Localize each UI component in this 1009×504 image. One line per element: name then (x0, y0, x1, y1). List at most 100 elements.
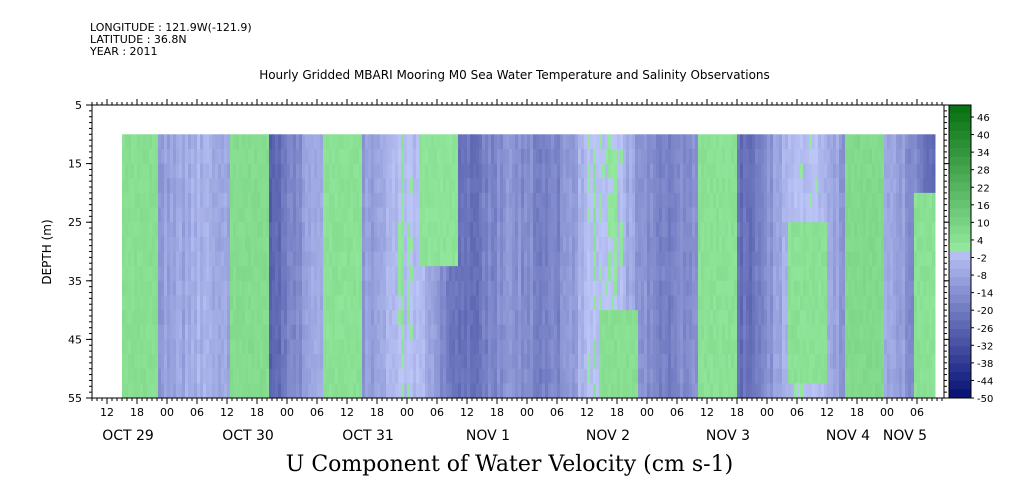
heatmap-cell (761, 383, 765, 399)
heatmap-cell (653, 236, 657, 252)
heatmap-cell (716, 222, 720, 238)
heatmap-cell (608, 310, 612, 326)
heatmap-cell (311, 251, 315, 267)
heatmap-cell (173, 324, 177, 340)
heatmap-cell (470, 163, 474, 179)
heatmap-cell (419, 266, 423, 282)
heatmap-cell (863, 236, 867, 252)
heatmap-cell (548, 178, 552, 194)
heatmap-cell (281, 354, 285, 370)
heatmap-cell (644, 148, 648, 165)
heatmap-cell (338, 354, 342, 370)
heatmap-cell (503, 236, 507, 252)
heatmap-cell (878, 251, 882, 267)
heatmap-cell (173, 148, 177, 165)
heatmap-cell (404, 251, 408, 267)
heatmap-cell (467, 266, 471, 282)
heatmap-cell (152, 266, 156, 282)
heatmap-cell (560, 266, 564, 282)
heatmap-cell (515, 148, 519, 165)
heatmap-cell (830, 148, 834, 165)
heatmap-cell (386, 324, 390, 340)
heatmap-cell (719, 163, 723, 179)
heatmap-cell (563, 368, 567, 384)
heatmap-cell (878, 324, 882, 340)
heatmap-cell (584, 222, 588, 238)
heatmap-cell (164, 354, 168, 370)
heatmap-cell (149, 148, 153, 165)
heatmap-cell (680, 280, 684, 296)
heatmap-cell (356, 148, 360, 165)
heatmap-cell (902, 134, 906, 150)
heatmap-cell (917, 368, 921, 384)
heatmap-cell (716, 354, 720, 370)
heatmap-cell (482, 295, 486, 311)
heatmap-cell (512, 222, 516, 238)
heatmap-cell (509, 207, 513, 223)
heatmap-cell (713, 383, 717, 399)
heatmap-cell (434, 280, 438, 296)
heatmap-cell (221, 236, 225, 252)
heatmap-cell (572, 383, 576, 399)
heatmap-cell (680, 339, 684, 355)
heatmap-cell (278, 163, 282, 179)
heatmap-cell (446, 134, 450, 150)
heatmap-cell (809, 324, 813, 340)
heatmap-cell (599, 236, 603, 252)
heatmap-cell (470, 148, 474, 165)
heatmap-cell (821, 324, 825, 340)
heatmap-cell (839, 310, 843, 326)
heatmap-cell (131, 222, 135, 238)
heatmap-cell (749, 163, 753, 179)
heatmap-cell (266, 383, 270, 399)
heatmap-cell (422, 207, 426, 223)
heatmap-cell (143, 339, 147, 355)
heatmap-cell (617, 383, 621, 399)
heatmap-cell (404, 192, 408, 209)
heatmap-cell (245, 163, 249, 179)
heatmap-cell (404, 163, 408, 179)
heatmap-cell (464, 163, 468, 179)
heatmap-cell (536, 178, 540, 194)
heatmap-cell (341, 148, 345, 165)
heatmap-cell (398, 251, 402, 267)
heatmap-cell (350, 222, 354, 238)
heatmap-cell (308, 354, 312, 370)
heatmap-cell (668, 236, 672, 252)
heatmap-cell (734, 178, 738, 194)
heatmap-cell (536, 310, 540, 326)
heatmap-cell (500, 251, 504, 267)
heatmap-cell (230, 368, 234, 384)
heatmap-cell (767, 310, 771, 326)
heatmap-cell (371, 134, 375, 150)
heatmap-cell (671, 383, 675, 399)
heatmap-cell (440, 222, 444, 238)
heatmap-cell (317, 368, 321, 384)
y-tick-label: 25 (68, 216, 82, 229)
heatmap-cell (662, 148, 666, 165)
heatmap-cell (932, 178, 936, 194)
heatmap-cell (575, 163, 579, 179)
heatmap-cell (581, 163, 585, 179)
heatmap-cell (806, 266, 810, 282)
heatmap-cell (332, 134, 336, 150)
heatmap-cell (875, 368, 879, 384)
heatmap-cell (239, 280, 243, 296)
heatmap-cell (479, 178, 483, 194)
heatmap-cell (845, 251, 849, 267)
heatmap-cell (257, 192, 261, 209)
heatmap-cell (314, 178, 318, 194)
heatmap-cell (335, 339, 339, 355)
heatmap-cell (254, 163, 258, 179)
heatmap-cell (671, 236, 675, 252)
heatmap-cell (134, 192, 138, 209)
heatmap-cell (716, 148, 720, 165)
heatmap-cell (260, 178, 264, 194)
heatmap-cell (671, 178, 675, 194)
heatmap-cell (560, 383, 564, 399)
heatmap-cell (875, 354, 879, 370)
heatmap-cell (893, 354, 897, 370)
heatmap-cell (518, 354, 522, 370)
heatmap-cell (626, 339, 630, 355)
heatmap-cell (614, 368, 618, 384)
